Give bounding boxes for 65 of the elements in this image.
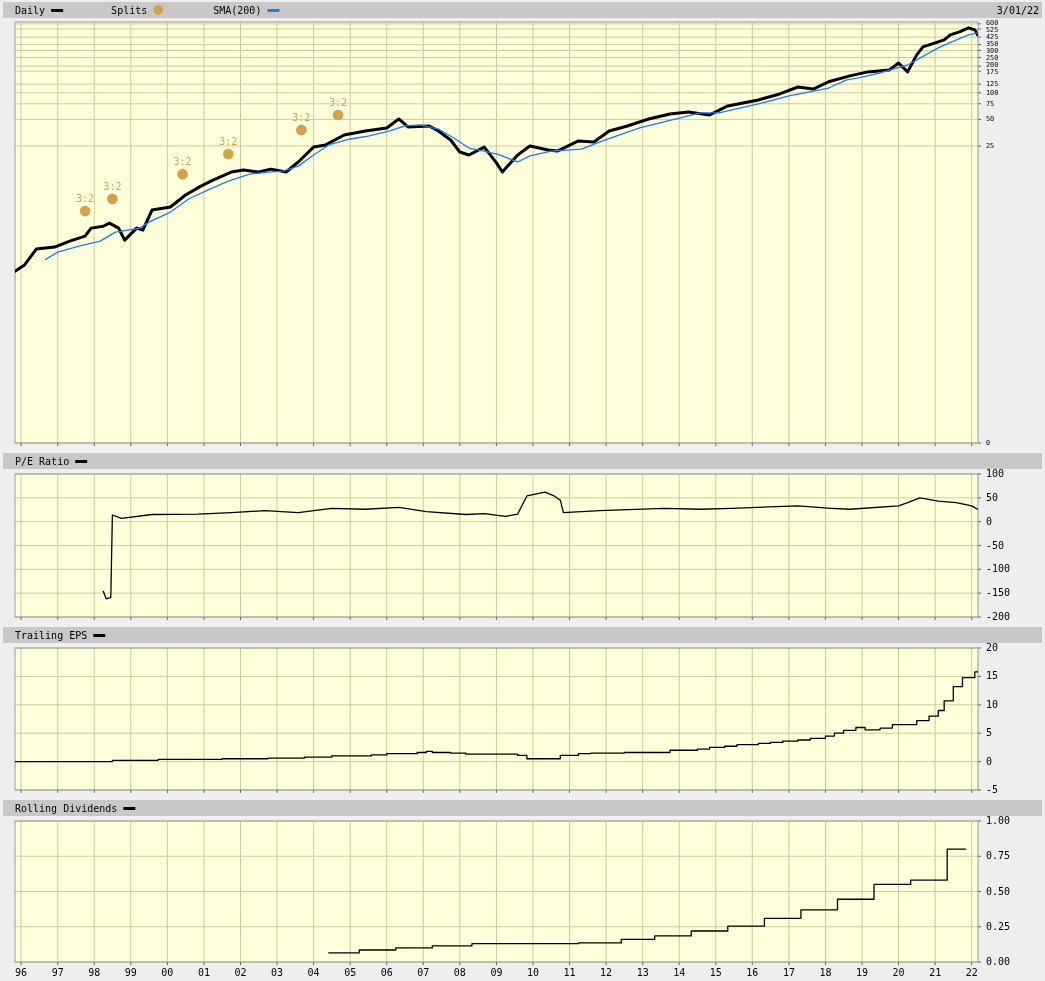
point	[222, 148, 234, 160]
legend-label: Daily	[15, 5, 46, 16]
point	[296, 124, 307, 136]
y-tick-label: 15	[986, 670, 999, 682]
y-tick-label: 20	[986, 642, 999, 653]
x-tick-label: 18	[819, 967, 832, 978]
y-tick-label: 0.50	[986, 885, 1011, 897]
x-tick-label: 06	[380, 967, 393, 978]
x-tick-label: 17	[782, 967, 795, 978]
point	[332, 109, 344, 121]
y-tick-label: 0	[986, 755, 993, 767]
data-label: 3:2	[76, 193, 95, 205]
y-tick-label: 0	[986, 515, 993, 527]
data-label: 3:2	[219, 136, 238, 147]
text: 3/01/22	[996, 5, 1039, 16]
x-tick-label: 96	[15, 967, 28, 978]
x-tick-label: 13	[636, 967, 649, 978]
x-tick-label: 00	[161, 967, 174, 978]
x-tick-label: 12	[600, 967, 613, 978]
legend-label: Rolling Dividends	[15, 803, 118, 814]
y-tick-label: 10	[986, 698, 999, 710]
x-tick-label: 99	[124, 967, 137, 978]
y-tick-label: -50	[986, 539, 1005, 551]
x-tick-label: 07	[417, 967, 430, 978]
y-tick-label: 0.25	[986, 920, 1011, 932]
x-tick-label: 10	[526, 967, 540, 978]
line-series	[102, 491, 978, 600]
point	[177, 168, 188, 180]
x-tick-label: 08	[453, 967, 466, 978]
point	[79, 205, 91, 217]
x-tick-label: 05	[344, 967, 357, 978]
legend-label: P/E Ratio	[15, 456, 70, 467]
x-tick-label: 03	[271, 967, 284, 978]
data-label: 3:2	[173, 156, 192, 168]
x-tick-label: 19	[855, 967, 869, 978]
x-tick-label: 20	[892, 967, 905, 978]
x-tick-label: 98	[88, 967, 101, 978]
legend-label: SMA(200)	[213, 5, 262, 16]
x-tick-label: 09	[490, 967, 503, 978]
x-tick-label: 02	[234, 967, 247, 978]
data-label: 3:2	[328, 97, 348, 109]
x-tick-label: 04	[307, 967, 320, 978]
y-tick-label: 0.75	[986, 850, 1011, 862]
y-tick-label: 100	[986, 468, 1005, 479]
x-tick-label: 16	[746, 967, 759, 978]
x-tick-label: 97	[51, 967, 64, 978]
y-tick-label: -150	[986, 587, 1011, 599]
data-label: 3:2	[292, 111, 311, 123]
x-tick-label: 14	[673, 967, 686, 978]
x-tick-label: 22	[965, 967, 978, 978]
x-tick-label: 21	[929, 967, 942, 978]
y-tick-label: 5	[986, 727, 993, 739]
legend-label: Trailing EPS	[15, 630, 88, 641]
legend-label: Splits	[111, 5, 148, 16]
x-tick-label: 11	[563, 967, 576, 978]
data-label: 3:2	[103, 180, 122, 192]
y-tick-label: 0.00	[986, 956, 1011, 967]
y-tick-label: 1.00	[986, 815, 1011, 826]
point	[107, 193, 118, 205]
x-tick-label: 15	[709, 967, 722, 978]
y-tick-label: -100	[986, 563, 1011, 575]
y-tick-label: 50	[986, 491, 999, 503]
x-tick-label: 01	[197, 967, 210, 978]
y-tick-label: -5	[986, 784, 999, 795]
y-tick-label: -200	[986, 611, 1011, 622]
